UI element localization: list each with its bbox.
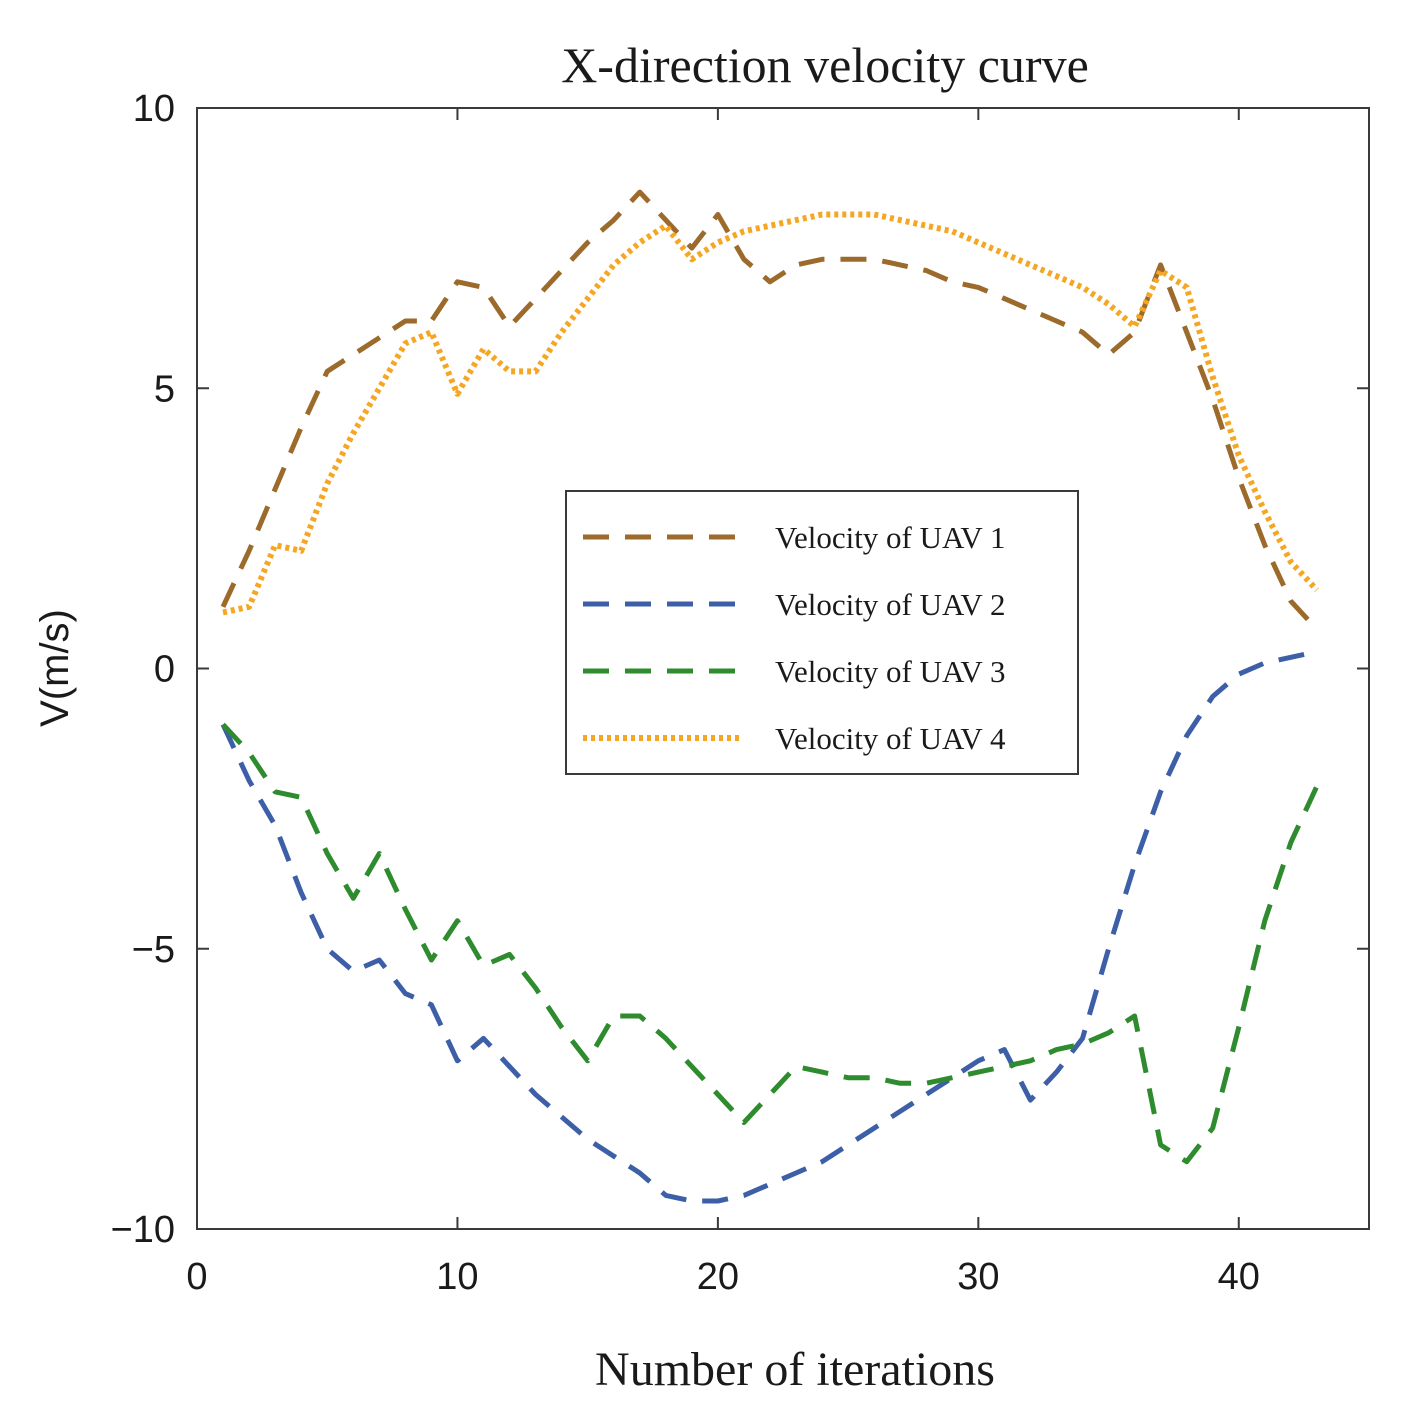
x-tick-label-2: 20 bbox=[697, 1256, 739, 1298]
y-tick-label-3: 5 bbox=[154, 368, 175, 410]
series-line-uav-4 bbox=[222, 211, 1320, 616]
y-tick-label-4: 10 bbox=[133, 88, 175, 130]
y-axis-label: V(m/s) bbox=[33, 609, 77, 727]
x-tick-label-4: 40 bbox=[1218, 1256, 1260, 1298]
x-tick-label-1: 10 bbox=[436, 1256, 478, 1298]
legend-label-uav-4: Velocity of UAV 4 bbox=[775, 721, 1006, 756]
x-tick-label-0: 0 bbox=[186, 1256, 207, 1298]
legend-box bbox=[565, 490, 1079, 775]
series-line-uav-3 bbox=[221, 722, 1320, 1165]
legend-label-uav-1: Velocity of UAV 1 bbox=[775, 520, 1006, 555]
legend-label-uav-3: Velocity of UAV 3 bbox=[775, 654, 1006, 689]
x-axis-label: Number of iterations bbox=[595, 1343, 995, 1396]
y-tick-label-0: −10 bbox=[111, 1209, 175, 1251]
series-line-uav-2 bbox=[220, 649, 1318, 1204]
series-layer bbox=[220, 189, 1320, 1204]
series-line-uav-1 bbox=[220, 189, 1319, 631]
legend: Velocity of UAV 1 Velocity of UAV 2 Veloci… bbox=[565, 490, 1079, 775]
y-tick-label-2: 0 bbox=[154, 649, 175, 691]
y-tick-label-1: −5 bbox=[132, 929, 175, 971]
chart-title: X-direction velocity curve bbox=[561, 37, 1089, 93]
legend-label-uav-2: Velocity of UAV 2 bbox=[775, 587, 1006, 622]
tick-layer: 0 10 20 30 40 −10 −5 0 5 10 bbox=[111, 88, 1369, 1298]
x-tick-label-3: 30 bbox=[957, 1256, 999, 1298]
